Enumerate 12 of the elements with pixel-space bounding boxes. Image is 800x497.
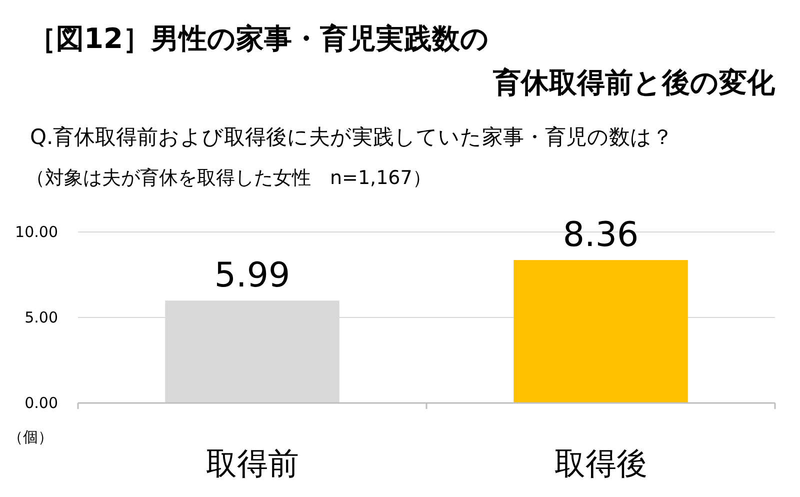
data-label: 5.99 bbox=[214, 256, 290, 296]
data-label: 8.36 bbox=[562, 215, 639, 256]
x-tick-label: 取得前 bbox=[206, 446, 299, 482]
y-axis-title: （個） bbox=[8, 428, 53, 446]
text: （対象は夫が育休を取得した女性 n=1,167） bbox=[26, 167, 432, 189]
chart-title: ［図12］男性の家事・育児実践数の bbox=[28, 22, 489, 55]
y-tick-label: 10.00 bbox=[15, 223, 58, 241]
text: Q.育休取得前および取得後に夫が実践していた家事・育児の数は？ bbox=[30, 125, 674, 149]
x-tick-label: 取得後 bbox=[554, 446, 648, 482]
chart-subtitle: 育休取得前と後の変化 bbox=[492, 66, 776, 99]
y-tick-label: 5.00 bbox=[24, 308, 58, 326]
y-tick-label: 0.00 bbox=[24, 394, 58, 412]
